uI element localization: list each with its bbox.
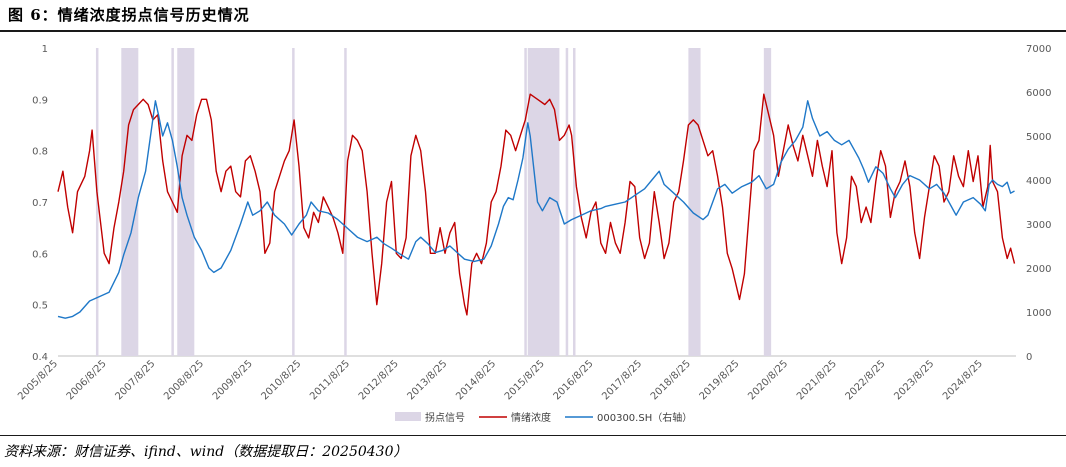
x-tick-label: 2005/8/25 <box>16 358 60 402</box>
y-left-tick-label: 0.7 <box>32 198 48 209</box>
x-tick-label: 2007/8/25 <box>113 358 157 402</box>
sentiment-line <box>57 93 1016 316</box>
x-tick-label: 2010/8/25 <box>259 358 303 402</box>
x-tick-label: 2022/8/25 <box>844 358 888 402</box>
x-tick-label: 2018/8/25 <box>649 358 693 402</box>
signal-band <box>688 48 701 356</box>
signal-band <box>572 48 576 356</box>
x-tick-label: 2019/8/25 <box>698 358 742 402</box>
y-left-tick-label: 0.8 <box>32 147 48 158</box>
legend: 拐点信号 情绪浓度 000300.SH（右轴） <box>395 411 692 424</box>
y-right-tick-label: 1000 <box>1026 308 1051 319</box>
signal-band <box>763 48 772 356</box>
y-right-tick-label: 5000 <box>1026 132 1051 143</box>
y-left-tick-label: 0.9 <box>32 95 48 106</box>
signal-band <box>177 48 195 356</box>
y-right-tick-label: 0 <box>1026 352 1032 363</box>
signal-band <box>292 48 295 356</box>
y-left-tick-label: 0.4 <box>32 352 48 363</box>
x-tick-label: 2021/8/25 <box>795 358 839 402</box>
signal-band <box>527 48 560 356</box>
x-tick-label: 2020/8/25 <box>746 358 790 402</box>
bottom-rule <box>0 435 1066 436</box>
source-note: 资料来源：财信证券、ifind、wind（数据提取日：20250430） <box>4 444 408 460</box>
y-right-tick-label: 3000 <box>1026 220 1051 231</box>
x-tick-label: 2008/8/25 <box>162 358 206 402</box>
legend-label-sentiment: 情绪浓度 <box>511 411 551 424</box>
y-left-tick-label: 0.5 <box>32 301 48 312</box>
y-left-tick-label: 0.6 <box>32 249 48 260</box>
x-tick-label: 2011/8/25 <box>308 358 352 402</box>
y-right-tick-label: 4000 <box>1026 176 1051 187</box>
legend-label-index: 000300.SH（右轴） <box>597 411 692 424</box>
x-tick-label: 2015/8/25 <box>503 358 547 402</box>
signal-band <box>524 48 527 356</box>
x-tick-label: 2006/8/25 <box>65 358 109 402</box>
y-right-tick-label: 2000 <box>1026 264 1051 275</box>
series-lines <box>57 93 1016 319</box>
x-tick-label: 2012/8/25 <box>357 358 401 402</box>
signal-band <box>121 48 139 356</box>
y-right-tick-label: 6000 <box>1026 88 1051 99</box>
x-tick-label: 2017/8/25 <box>600 358 644 402</box>
signal-band <box>565 48 569 356</box>
x-tick-label: 2009/8/25 <box>211 358 255 402</box>
x-tick-label: 2024/8/25 <box>941 358 985 402</box>
y-left-tick-label: 1 <box>42 44 48 55</box>
x-tick-label: 2016/8/25 <box>552 358 596 402</box>
x-tick-label: 2023/8/25 <box>892 358 936 402</box>
x-tick-label: 2013/8/25 <box>406 358 450 402</box>
figure-title: 图 6：情绪浓度拐点信号历史情况 <box>8 6 250 24</box>
chart: 0.4 0.5 0.6 0.7 0.8 0.9 1 0 1000 2000 3000 4000 5000… <box>16 44 1051 424</box>
top-rule <box>0 30 1066 32</box>
signal-bands <box>95 48 772 356</box>
signal-band <box>95 48 99 356</box>
x-tick-label: 2014/8/25 <box>454 358 498 402</box>
y-right-tick-label: 7000 <box>1026 44 1051 55</box>
index-line <box>57 100 1015 319</box>
legend-label-signal: 拐点信号 <box>425 411 465 424</box>
legend-swatch-signal <box>395 412 421 421</box>
